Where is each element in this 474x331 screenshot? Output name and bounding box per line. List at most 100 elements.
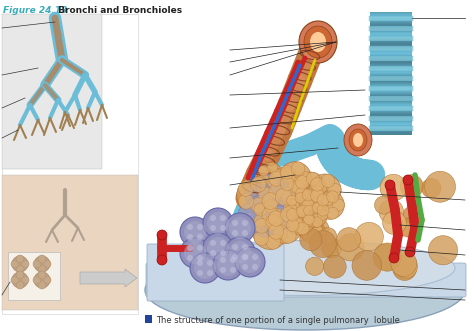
Circle shape [268,224,284,239]
Circle shape [333,199,345,211]
Bar [370,18,412,19]
Circle shape [352,251,382,280]
Circle shape [38,271,46,279]
Circle shape [207,237,229,259]
Circle shape [254,203,267,216]
Circle shape [264,206,292,234]
Circle shape [197,270,203,276]
Circle shape [285,205,315,235]
Circle shape [225,213,255,243]
Circle shape [337,228,361,252]
Circle shape [264,217,277,230]
Bar [369,56,413,61]
Bar [370,28,412,29]
Bar [370,46,412,47]
Bar [369,16,413,21]
Bar [370,51,412,52]
Circle shape [312,217,323,227]
Circle shape [316,191,344,219]
Bar [370,54,412,55]
Circle shape [254,218,269,233]
Bar [370,107,412,108]
Circle shape [197,234,203,240]
Circle shape [291,162,305,175]
Bar [370,66,412,67]
Bar [370,97,412,98]
Bar [370,14,412,15]
Circle shape [203,208,233,238]
Bar [370,127,412,128]
Circle shape [301,186,329,214]
Bar [2,175,138,310]
Circle shape [287,204,297,215]
Circle shape [180,217,210,247]
Bar [370,20,412,21]
Circle shape [229,217,251,239]
Bar [370,123,412,124]
Bar [370,133,412,134]
Bar [370,103,412,104]
Circle shape [302,199,314,211]
Circle shape [302,189,314,201]
Circle shape [307,223,327,244]
Circle shape [262,193,279,209]
Text: The structure of one portion of a single pulmonary  lobule: The structure of one portion of a single… [156,316,400,325]
Circle shape [304,188,322,206]
Circle shape [210,215,216,221]
FancyArrow shape [80,269,137,287]
Bar [145,315,152,323]
Bar [370,125,412,126]
Bar [370,116,412,117]
Circle shape [302,203,328,227]
Bar [369,116,413,121]
Bar [370,68,412,69]
Circle shape [286,219,299,232]
Circle shape [300,229,322,251]
Circle shape [262,207,279,223]
Circle shape [190,253,220,283]
Circle shape [312,186,324,198]
Circle shape [238,181,254,196]
Circle shape [269,171,284,186]
Circle shape [327,191,338,203]
Circle shape [328,183,341,197]
Bar [370,80,412,81]
Circle shape [294,172,326,204]
Circle shape [12,272,28,288]
Circle shape [232,220,238,226]
Circle shape [267,163,278,173]
Circle shape [259,165,269,176]
Circle shape [280,166,294,179]
Circle shape [380,174,407,201]
Circle shape [253,213,277,237]
Bar [369,26,413,31]
Bar [370,53,412,54]
Circle shape [389,253,399,263]
Circle shape [33,260,41,268]
Circle shape [313,181,326,195]
Bar [369,96,413,101]
Circle shape [225,237,255,267]
Circle shape [38,281,46,289]
Bar [370,93,412,94]
Bar [370,71,412,72]
Bar [370,102,412,103]
Circle shape [312,203,323,213]
Circle shape [403,175,413,185]
Circle shape [288,177,303,192]
Bar [370,115,412,116]
Bar [370,96,412,97]
Bar [370,109,412,110]
Circle shape [187,255,193,261]
Circle shape [232,254,238,260]
Bar [370,69,412,70]
Bar [370,67,412,68]
Circle shape [16,271,24,279]
Circle shape [266,207,303,243]
Circle shape [321,192,335,206]
Bar [369,36,413,41]
Circle shape [235,247,265,277]
Circle shape [184,242,206,264]
Circle shape [157,230,167,240]
Circle shape [327,207,338,219]
